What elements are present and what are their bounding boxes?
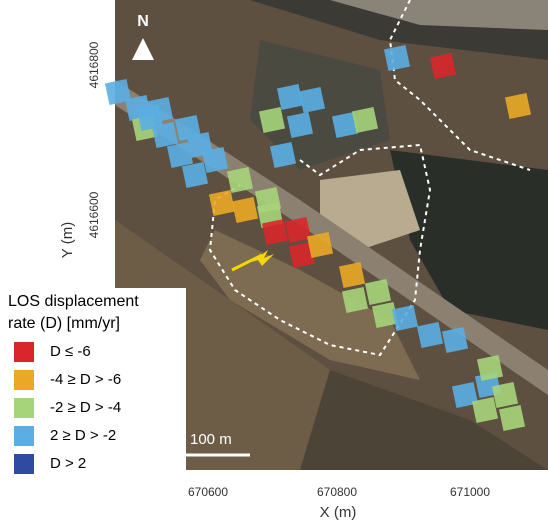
x-tick-label: 670600 — [188, 485, 228, 499]
x-tick-label: 671000 — [450, 485, 490, 499]
ps-cell — [137, 105, 163, 131]
legend-label: -2 ≥ D > -4 — [50, 399, 121, 416]
legend-swatch — [14, 426, 34, 446]
north-label: N — [137, 13, 149, 30]
scale-label: 100 m — [190, 431, 232, 448]
ps-cell — [342, 287, 368, 313]
page: N 100 m LOS displacement rate (D) [mm/yr… — [0, 0, 548, 530]
ps-cell — [505, 93, 531, 119]
ps-cell — [499, 405, 525, 431]
legend-swatch — [14, 342, 34, 362]
y-tick-label: 4616800 — [87, 41, 101, 88]
ps-cell — [187, 132, 213, 158]
ps-cell — [430, 53, 456, 79]
legend-swatch — [14, 398, 34, 418]
ps-cell — [259, 107, 285, 133]
ps-cell — [307, 232, 333, 258]
ps-cell — [209, 190, 235, 216]
legend-label: D > 2 — [50, 455, 86, 472]
ps-cell — [477, 355, 503, 381]
x-axis-label: X (m) — [320, 504, 357, 521]
ps-cell — [277, 84, 303, 110]
ps-cell — [299, 87, 325, 113]
ps-cell — [365, 279, 391, 305]
y-axis-label: Y (m) — [59, 222, 76, 258]
legend-title: LOS displacement — [8, 293, 139, 310]
ps-cell — [352, 107, 378, 133]
ps-cell — [227, 167, 253, 193]
ps-cell — [287, 112, 313, 138]
y-tick-label: 4616600 — [87, 191, 101, 238]
legend-label: D ≤ -6 — [50, 343, 91, 360]
ps-cell — [492, 382, 518, 408]
x-tick-label: 670800 — [317, 485, 357, 499]
legend-label: -4 ≥ D > -6 — [50, 371, 121, 388]
ps-cell — [417, 322, 443, 348]
ps-cell — [262, 219, 288, 245]
legend-swatch — [14, 370, 34, 390]
ps-cell — [472, 397, 498, 423]
ps-cell — [339, 262, 365, 288]
map-figure: N 100 m LOS displacement rate (D) [mm/yr… — [0, 0, 548, 525]
legend-label: 2 ≥ D > -2 — [50, 427, 116, 444]
legend-title: rate (D) [mm/yr] — [8, 315, 120, 332]
ps-cell — [392, 305, 418, 331]
ps-cell — [182, 162, 208, 188]
ps-cell — [232, 197, 258, 223]
ps-cell — [270, 142, 296, 168]
legend-swatch — [14, 454, 34, 474]
ps-cell — [285, 217, 311, 243]
ps-cell — [442, 327, 468, 353]
ps-cell — [384, 45, 410, 71]
